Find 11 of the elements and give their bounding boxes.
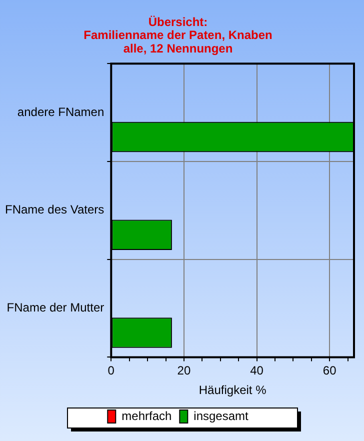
x-tick-label: 60 — [322, 364, 337, 378]
x-axis-title: Häufigkeit % — [198, 383, 267, 398]
chart-title: Übersicht: Familienname der Paten, Knaben alle, 12 Nennungen — [84, 14, 272, 56]
legend-label: mehrfach — [122, 408, 172, 423]
x-tick-label: 20 — [177, 364, 191, 378]
x-tick-label: 0 — [108, 364, 115, 378]
text: insgesamt — [194, 408, 250, 423]
y-tick-label: FName des Vaters — [4, 202, 104, 217]
y-tick-label: andere FNamen — [17, 104, 104, 119]
y-tick-label: FName der Mutter — [6, 300, 104, 315]
x-tick-label: 40 — [250, 364, 264, 378]
